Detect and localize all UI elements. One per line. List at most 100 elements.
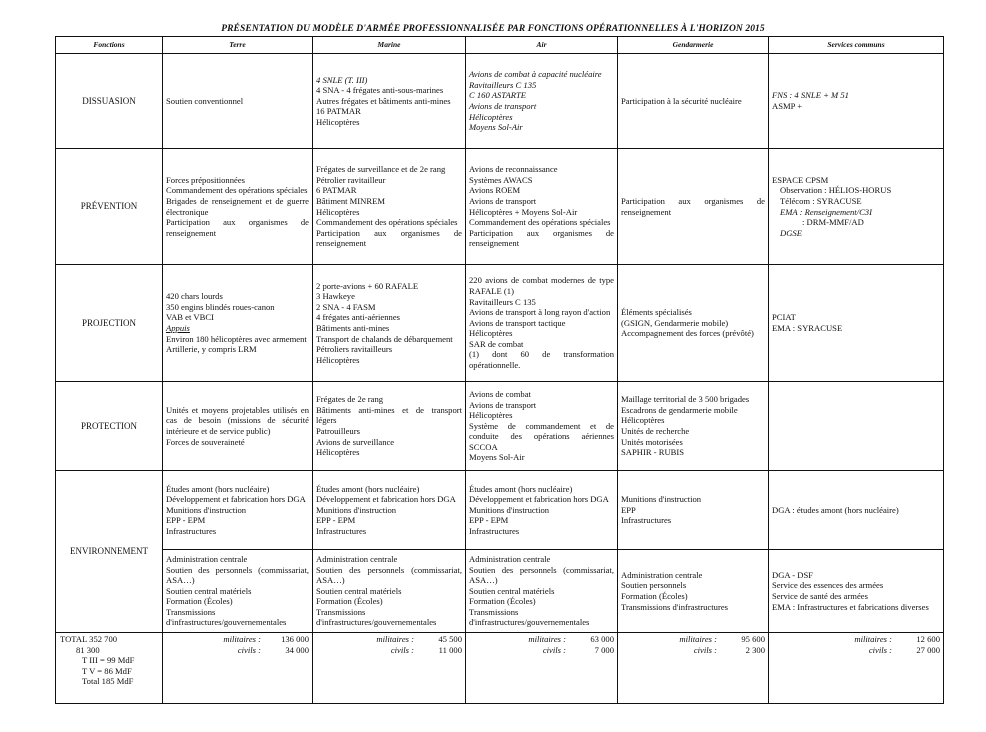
cell-line: Administration centrale	[166, 553, 248, 564]
cell-line: Soutien des personnels (commissariat, AS…	[469, 564, 614, 586]
civils-row: civils : 27 000	[772, 645, 940, 656]
table-cell: FNS : 4 SNLE + M 51 ASMP +	[768, 53, 944, 149]
function-label: PRÉVENTION	[55, 148, 163, 265]
cell-line: Avions de transport	[469, 195, 537, 206]
table-cell: DGA - DSF Service des essences des armées…	[768, 549, 944, 633]
function-label: PROTECTION	[55, 381, 163, 471]
cell-line: 6 PATMAR	[316, 185, 357, 196]
cell-line: 220 avions de combat modernes de type RA…	[469, 275, 614, 296]
cell-line: Soutien personnels	[621, 580, 687, 591]
function-label: DISSUASION	[55, 53, 163, 149]
cell-line: Études amont (hors nucléaire)	[469, 483, 573, 494]
cell-line: FNS : 4 SNLE + M 51	[772, 90, 849, 101]
cell-line: Commandement des opérations spéciales	[166, 185, 308, 196]
column-header: Fonctions	[55, 36, 163, 54]
cell-line: Formation (Écoles)	[469, 596, 536, 607]
civils-value: 7 000	[594, 644, 614, 655]
totals-cell: militaires : 63 000 civils : 7 000	[465, 632, 618, 704]
cell-line: Administration centrale	[316, 553, 398, 564]
summary-line: T V = 86 MdF	[82, 665, 132, 676]
cell-line: Infrastructures	[621, 515, 672, 526]
cell-line: Environ 180 hélicoptères avec armement	[166, 333, 307, 344]
column-header: Terre	[162, 36, 313, 54]
cell-line: EPP - EPM	[469, 515, 509, 526]
cell-line: Avions ROEM	[469, 185, 521, 196]
column-header: Services communs	[768, 36, 944, 54]
cell-line: Administration centrale	[621, 569, 703, 580]
table-cell: Frégates de surveillance et de 2e rang Pé…	[312, 148, 466, 265]
cell-line: Ravitailleurs C 135	[469, 296, 536, 307]
table-cell: Forces prépositionnées Commandement des o…	[162, 148, 313, 265]
cell-line: Unités motorisées	[621, 436, 683, 447]
cell-line: Service de santé des armées	[772, 591, 868, 601]
cell-line: 16 PATMAR	[316, 106, 361, 117]
totals-cell: militaires : 12 600 civils : 27 000	[768, 632, 944, 704]
cell-line: Brigades de renseignement et de guerre é…	[166, 195, 309, 217]
cell-line: Forces de souveraineté	[166, 436, 245, 447]
cell-line: Systèmes AWACS	[469, 174, 533, 185]
function-label: ENVIRONNEMENT	[55, 470, 163, 633]
cell-line: Avions de combat	[469, 388, 531, 399]
cell-line: Frégates de 2e rang	[316, 394, 384, 405]
cell-line: Ravitailleurs C 135	[469, 79, 537, 90]
cell-line: (GSIGN, Gendarmerie mobile)	[621, 317, 729, 328]
cell-line: Avions de transport tactique	[469, 317, 566, 328]
summary-line: Total 185 MdF	[82, 676, 134, 687]
cell-line: 420 chars lourds	[166, 291, 223, 302]
civils-row: civils : 11 000	[316, 645, 462, 656]
cell-line: Hélicoptères	[621, 415, 665, 426]
militaires-row: militaires : 95 600	[621, 634, 765, 645]
cell-line: Observation : HÉLIOS-HORUS	[780, 185, 892, 196]
cell-line: Participation aux organismes de renseign…	[166, 217, 309, 238]
cell-line: ASMP +	[772, 101, 803, 111]
table-row: Administration centrale Soutien des perso…	[56, 549, 944, 633]
table-row: PROJECTION 420 chars lourds 350 engins bli…	[55, 264, 944, 382]
civils-value: 27 000	[916, 644, 940, 655]
table-cell: ESPACE CPSM Observation : HÉLIOS-HORUS Tél…	[768, 148, 944, 265]
cell-line: Transmissions d'infrastructures/gouverne…	[469, 606, 590, 628]
cell-line: Soutien central matériels	[316, 585, 402, 596]
cell-line: Hélicoptères	[469, 410, 513, 421]
table-cell: Avions de reconnaissance Systèmes AWACS Av…	[465, 148, 618, 265]
civils-row: civils : 7 000	[469, 645, 614, 656]
militaires-label: militaires :	[854, 634, 892, 644]
cell-line: Hélicoptères	[316, 447, 360, 458]
cell-line: Avions de transport à long rayon d'actio…	[469, 307, 611, 318]
cell-line: Pétrolier ravitailleur	[316, 174, 386, 185]
cell-line: ESPACE CPSM	[772, 174, 829, 185]
table-cell: 4 SNLE (T. III) 4 SNA - 4 frégates anti-s…	[312, 53, 466, 149]
cell-line: Hélicoptères + Moyens Sol-Air	[469, 206, 578, 217]
cell-line: Autres frégates et bâtiments anti-mines	[316, 95, 451, 106]
cell-line: EMA : SYRACUSE	[772, 323, 843, 333]
militaires-label: militaires :	[223, 634, 261, 644]
cell-line: Système de commandement et de conduite d…	[469, 420, 614, 452]
militaires-row: militaires : 45 500	[316, 634, 462, 645]
cell-line: Moyens Sol-Air	[469, 452, 525, 463]
cell-line: 4 frégates anti-aériennes	[316, 312, 400, 323]
table-cell: Administration centrale Soutien des perso…	[162, 549, 313, 633]
civils-row: civils : 34 000	[166, 645, 309, 656]
table-cell: Administration centrale Soutien des perso…	[465, 549, 618, 633]
cell-line: EPP	[621, 504, 636, 515]
totals-cell: militaires : 136 000 civils : 34 000	[162, 632, 313, 704]
table-cell: PCIAT EMA : SYRACUSE	[768, 264, 944, 382]
cell-line: SAPHIR - RUBIS	[621, 447, 685, 458]
cell-line: Transmissions d'infrastructures	[621, 601, 728, 612]
cell-line: 4 SNLE (T. III)	[316, 74, 368, 85]
civils-value: 11 000	[438, 644, 462, 655]
cell-line: EMA : Infrastructures et fabrications di…	[772, 601, 929, 612]
table-cell	[768, 381, 944, 471]
militaires-value: 95 600	[741, 634, 765, 644]
civils-row: civils : 2 300	[621, 645, 765, 656]
cell-line: EPP - EPM	[316, 515, 356, 526]
civils-label: civils :	[390, 644, 414, 655]
cell-line: Formation (Écoles)	[316, 596, 383, 607]
cell-line: Infrastructures	[166, 525, 217, 536]
cell-line: DGSE	[780, 227, 802, 238]
cell-line: Hélicoptères	[316, 354, 360, 365]
summary-line: TOTAL 352 700	[60, 634, 118, 644]
cell-line: Forces prépositionnées	[166, 174, 245, 185]
militaires-value: 45 500	[438, 634, 462, 644]
cell-line: Développement et fabrication hors DGA	[316, 494, 456, 505]
table-cell: Avions de combat à capacité nucléaire Rav…	[465, 53, 618, 149]
